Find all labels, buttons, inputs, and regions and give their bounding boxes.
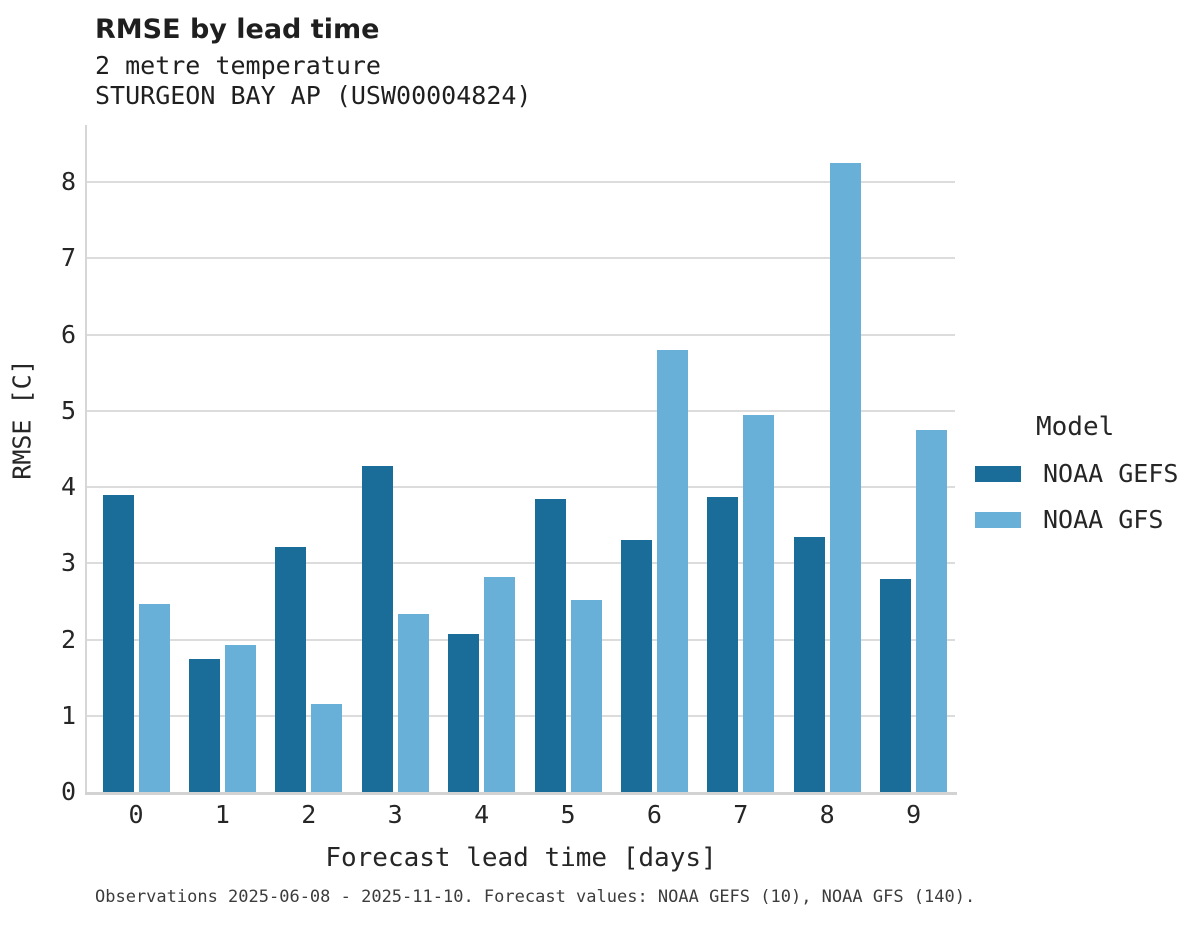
y-tick-label-2: 2 [60,624,76,654]
legend-title: Model [1036,412,1115,442]
x-tick-label-7: 7 [733,800,749,829]
legend-label: NOAA GEFS [1043,459,1179,488]
legend-label: NOAA GFS [1043,505,1164,534]
bar-noaa-gefs-lead-7 [707,497,739,792]
x-tick-label-2: 2 [301,800,317,829]
chart-title: RMSE by lead time [95,14,380,45]
bar-noaa-gefs-lead-8 [793,536,825,792]
x-tick-label-5: 5 [560,800,576,829]
gridline-y-1 [87,714,955,717]
gridline-y-3 [87,562,955,565]
legend-swatch-noaa-gfs [975,511,1021,528]
y-tick-label-7: 7 [60,243,76,273]
gridline-y-5 [87,409,955,412]
bar-noaa-gfs-lead-8 [829,163,861,792]
bar-noaa-gfs-lead-1 [224,644,256,792]
x-tick-label-8: 8 [819,800,835,829]
x-tick-label-1: 1 [214,800,230,829]
legend-entry-noaa-gefs: NOAA GEFS [975,459,1190,488]
bar-noaa-gefs-lead-9 [880,578,912,792]
gridline-y-2 [87,638,955,641]
y-tick-label-4: 4 [60,472,76,502]
chart-subtitle: 2 metre temperature [95,51,381,80]
legend: Model NOAA GEFS NOAA GFS [975,412,1190,534]
x-tick-label-3: 3 [387,800,403,829]
bar-noaa-gfs-lead-3 [397,614,429,792]
y-axis-spine [85,125,87,794]
bar-noaa-gfs-lead-0 [138,603,170,792]
y-tick-label-8: 8 [60,167,76,197]
bar-noaa-gefs-lead-3 [361,465,393,792]
y-tick-label-6: 6 [60,319,76,349]
bar-noaa-gefs-lead-6 [620,540,652,792]
legend-swatch-noaa-gefs [975,465,1021,482]
x-axis-title: Forecast lead time [days] [325,843,717,873]
bar-noaa-gefs-lead-2 [275,546,307,792]
bar-noaa-gfs-lead-4 [484,577,516,792]
bar-noaa-gefs-lead-4 [448,634,480,792]
y-tick-label-0: 0 [60,777,76,806]
x-axis-spine [85,792,957,795]
gridline-y-7 [87,257,955,260]
gridline-y-4 [87,486,955,489]
y-tick-label-5: 5 [60,395,76,425]
bar-noaa-gfs-lead-2 [311,704,343,792]
bar-noaa-gfs-lead-5 [570,599,602,792]
bar-noaa-gfs-lead-7 [743,414,775,792]
x-tick-label-6: 6 [646,800,662,829]
y-tick-label-1: 1 [60,700,76,730]
y-tick-label-3: 3 [60,548,76,578]
gridline-y-6 [87,333,955,336]
x-tick-label-0: 0 [128,800,144,829]
caption: Observations 2025-06-08 - 2025-11-10. Fo… [95,887,976,907]
gridline-y-8 [87,181,955,184]
bar-noaa-gfs-lead-9 [916,429,948,792]
bar-noaa-gefs-lead-0 [102,494,134,792]
x-tick-label-9: 9 [906,800,922,829]
bar-noaa-gefs-lead-5 [534,498,566,792]
bar-noaa-gefs-lead-1 [188,659,220,792]
x-tick-label-4: 4 [474,800,490,829]
bar-noaa-gfs-lead-6 [656,349,688,792]
legend-entry-noaa-gfs: NOAA GFS [975,505,1190,534]
chart-station: STURGEON BAY AP (USW00004824) [95,81,532,110]
plot-area [85,125,957,795]
